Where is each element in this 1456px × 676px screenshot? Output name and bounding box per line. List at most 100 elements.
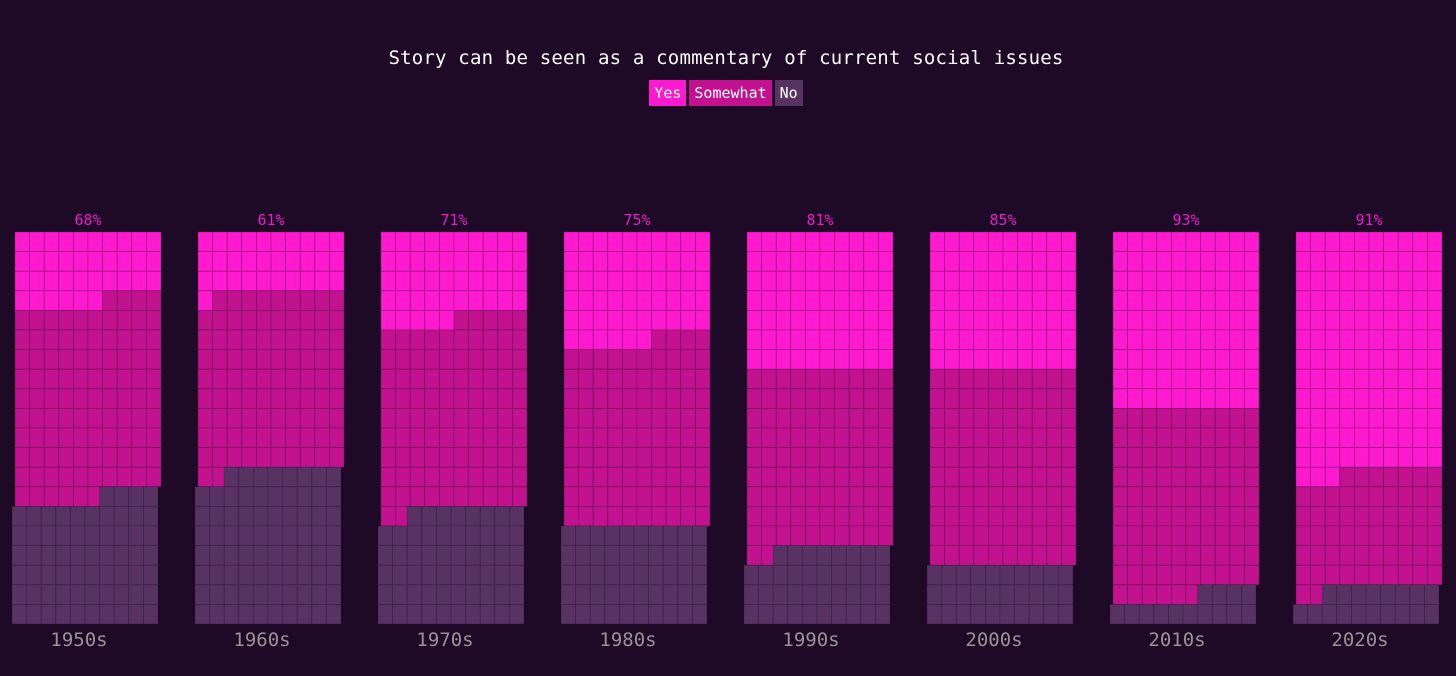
waffle-cell-yes — [14, 290, 31, 311]
waffle-cell-somewhat — [1127, 486, 1143, 507]
waffle-cell-no — [1365, 584, 1382, 605]
waffle-cell-yes — [380, 231, 397, 253]
waffle-cell-no — [311, 486, 327, 507]
waffle-cell-yes — [1354, 368, 1370, 390]
waffle-cell-somewhat — [497, 466, 513, 488]
waffle-cell-yes — [636, 290, 653, 311]
legend-no: No — [774, 80, 803, 106]
waffle-cell-yes — [1185, 349, 1202, 370]
waffle-cell-no — [1336, 584, 1352, 605]
waffle-cell-yes — [314, 251, 330, 272]
decade-label: 1970s — [416, 629, 473, 651]
waffle-cell-yes — [1244, 368, 1260, 390]
waffle-cell-yes — [607, 270, 623, 292]
waffle-cell-no — [113, 505, 130, 527]
waffle-cell-somewhat — [131, 290, 147, 311]
waffle-cell-somewhat — [438, 349, 455, 370]
waffle-cell-somewhat — [929, 447, 946, 468]
waffle-cell-yes — [1156, 388, 1172, 409]
waffle-cell-somewhat — [497, 486, 513, 507]
waffle-cell-somewhat — [1002, 447, 1019, 468]
waffle-cell-somewhat — [1229, 545, 1245, 566]
waffle-cell-somewhat — [929, 505, 946, 527]
waffle-cell-somewhat — [1156, 584, 1172, 605]
waffle-cell-no — [1424, 584, 1440, 605]
waffle-cell-somewhat — [1354, 525, 1370, 547]
waffle-cell-somewhat — [145, 447, 162, 468]
waffle-cell-somewhat — [1244, 545, 1260, 566]
waffle-cell-somewhat — [878, 368, 894, 390]
waffle-cell-yes — [1017, 309, 1033, 331]
waffle-cell-somewhat — [958, 447, 975, 468]
waffle-cell-yes — [1244, 231, 1260, 253]
waffle-cell-yes — [1061, 251, 1077, 272]
waffle-cell-no — [252, 466, 269, 488]
waffle-cell-somewhat — [1200, 564, 1216, 586]
waffle-cell-somewhat — [563, 466, 580, 488]
waffle-cell-no — [421, 604, 437, 625]
waffle-cell-somewhat — [497, 407, 513, 429]
waffle-cell-somewhat — [848, 466, 865, 488]
waffle-cell-somewhat — [1397, 564, 1414, 586]
waffle-cell-somewhat — [761, 466, 777, 488]
waffle-cell-somewhat — [314, 407, 330, 429]
waffle-cell-somewhat — [1112, 545, 1129, 566]
waffle-cell-yes — [1368, 251, 1385, 272]
waffle-cell-somewhat — [314, 368, 330, 390]
waffle-cell-yes — [1127, 251, 1143, 272]
waffle-cell-yes — [1127, 290, 1143, 311]
waffle-cell-somewhat — [1127, 564, 1143, 586]
waffle-cell-yes — [1244, 329, 1260, 351]
waffle-cell-somewhat — [1002, 466, 1019, 488]
waffle-cell-yes — [468, 270, 484, 292]
waffle-cell-yes — [1339, 388, 1355, 409]
waffle-cell-somewhat — [651, 368, 667, 390]
waffle-cell-yes — [270, 270, 287, 292]
waffle-cell-somewhat — [1214, 447, 1231, 468]
waffle-cell-no — [142, 486, 159, 507]
waffle-cell-yes — [1427, 309, 1443, 331]
waffle-cell-somewhat — [790, 407, 806, 429]
waffle-cell-yes — [1200, 231, 1216, 253]
waffle-cell-somewhat — [1244, 564, 1260, 586]
waffle-cell-yes — [848, 349, 865, 370]
waffle-cell-somewhat — [805, 486, 821, 507]
waffle-cell-somewhat — [87, 309, 104, 331]
waffle-cell-no — [508, 584, 525, 605]
waffle-cell-no — [296, 584, 313, 605]
waffle-cell-yes — [665, 309, 682, 331]
waffle-cell-yes — [241, 270, 257, 292]
waffle-cell-no — [589, 604, 606, 625]
waffle-cell-somewhat — [409, 486, 426, 507]
waffle-cell-no — [926, 564, 943, 586]
waffle-cell-no — [435, 564, 452, 586]
waffle-cell-yes — [988, 329, 1004, 351]
waffle-cell-yes — [973, 251, 989, 272]
waffle-cell-yes — [1339, 329, 1355, 351]
waffle-cell-no — [633, 545, 650, 566]
waffle-cell-somewhat — [285, 349, 301, 370]
waffle-cell-no — [392, 564, 408, 586]
waffle-cell-somewhat — [819, 368, 836, 390]
waffle-cell-somewhat — [197, 329, 214, 351]
waffle-cell-somewhat — [1171, 407, 1187, 429]
waffle-cell-yes — [665, 290, 682, 311]
waffle-cell-no — [560, 525, 577, 547]
waffle-cell-somewhat — [314, 290, 330, 311]
waffle-cell-somewhat — [878, 505, 894, 527]
waffle-cell-somewhat — [1310, 545, 1326, 566]
waffle-cell-yes — [775, 231, 792, 253]
waffle-cell-yes — [1324, 231, 1341, 253]
waffle-cell-somewhat — [1171, 486, 1187, 507]
waffle-cell-yes — [695, 270, 711, 292]
waffle-cell-yes — [438, 251, 455, 272]
waffle-cell-no — [311, 604, 327, 625]
waffle-cell-yes — [958, 309, 975, 331]
waffle-cell-somewhat — [1112, 564, 1129, 586]
decade-label: 1980s — [599, 629, 656, 651]
waffle-cell-somewhat — [299, 447, 316, 468]
waffle-cell-no — [142, 545, 159, 566]
waffle-cell-somewhat — [58, 349, 74, 370]
waffle-cell-yes — [1412, 270, 1428, 292]
waffle-cell-somewhat — [395, 466, 411, 488]
